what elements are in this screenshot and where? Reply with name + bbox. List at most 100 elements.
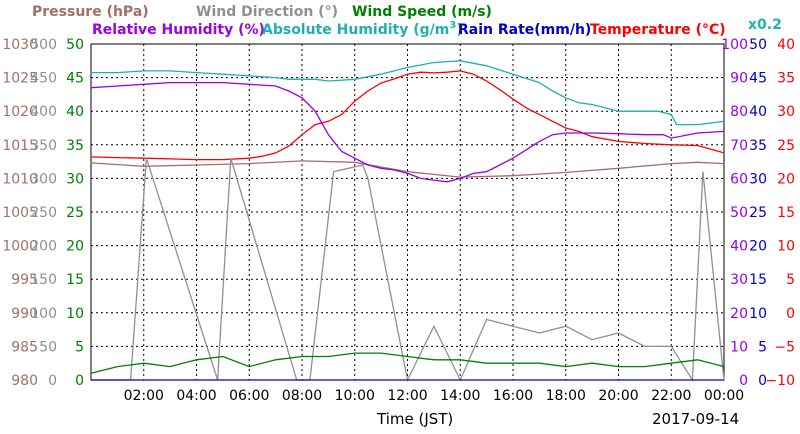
chart-series xyxy=(90,60,725,383)
y-tick-pressure: 985 xyxy=(11,339,38,355)
y-tick-wind_speed: 15 xyxy=(66,272,84,288)
y-tick-temperature: 40 xyxy=(777,37,795,53)
x-tick-label: 02:00 xyxy=(124,388,164,404)
y-tick-wind_direction: 200 xyxy=(30,239,57,255)
y-tick-wind_direction: 100 xyxy=(30,306,57,322)
x-tick-label: 22:00 xyxy=(651,388,691,404)
y-tick-pressure: 1000 xyxy=(2,239,38,255)
series-humidity xyxy=(90,81,725,183)
y-tick-wind_direction: 0 xyxy=(48,373,57,389)
y-tick-pressure: 1015 xyxy=(2,138,38,154)
y-tick-rain_rate: 25 xyxy=(749,205,767,221)
y-tick-wind_direction: 250 xyxy=(30,205,57,221)
y-tick-rain_rate: 45 xyxy=(749,71,767,87)
y-tick-humidity: 70 xyxy=(730,138,748,154)
y-tick-rain_rate: 15 xyxy=(749,272,767,288)
y-tick-humidity: 100 xyxy=(721,37,748,53)
x-tick-label: 00:00 xyxy=(704,388,744,404)
y-tick-rain_rate: 35 xyxy=(749,138,767,154)
y-tick-wind_speed: 20 xyxy=(66,239,84,255)
y-tick-pressure: 980 xyxy=(11,373,38,389)
x-tick-label: 06:00 xyxy=(229,388,269,404)
y-tick-pressure: 990 xyxy=(11,306,38,322)
y-tick-humidity: 30 xyxy=(730,272,748,288)
legend-pressure: Pressure (hPa) xyxy=(32,4,149,20)
y-tick-wind_speed: 10 xyxy=(66,306,84,322)
y-tick-wind_direction: 400 xyxy=(30,104,57,120)
y-tick-humidity: 80 xyxy=(730,104,748,120)
date-label: 2017-09-14 xyxy=(652,410,739,428)
x-tick-label: 18:00 xyxy=(546,388,586,404)
legend-absolute-humidity: Absolute Humidity (g/m3) xyxy=(262,20,463,38)
legend-scale-note: x0.2 xyxy=(748,17,782,33)
series-humidity xyxy=(91,60,725,126)
y-tick-humidity: 60 xyxy=(730,171,748,187)
y-tick-rain_rate: 50 xyxy=(749,37,767,53)
y-tick-rain_rate: 0 xyxy=(758,373,767,389)
y-tick-wind_direction: 350 xyxy=(30,138,57,154)
y-tick-pressure: 1020 xyxy=(2,104,38,120)
y-tick-pressure: 1010 xyxy=(2,171,38,187)
y-tick-humidity: 40 xyxy=(730,239,748,255)
plot-grid xyxy=(91,44,724,380)
y-tick-rain_rate: 40 xyxy=(749,104,767,120)
y-tick-temperature: 10 xyxy=(777,239,795,255)
y-tick-temperature: 35 xyxy=(777,71,795,87)
legend-absolute-humidity-sup: 3 xyxy=(449,20,456,31)
y-tick-wind_speed: 5 xyxy=(75,339,84,355)
x-tick-label: 04:00 xyxy=(176,388,216,404)
legend-absolute-humidity-label: Absolute Humidity (g/m xyxy=(262,22,449,38)
legend-rain-rate: Rain Rate(mm/h) xyxy=(458,22,591,38)
x-tick-label: 16:00 xyxy=(493,388,533,404)
y-tick-humidity: 0 xyxy=(739,373,748,389)
x-tick-label: 10:00 xyxy=(335,388,375,404)
series-pressure xyxy=(90,160,725,178)
series-temperature xyxy=(90,70,725,161)
y-tick-rain_rate: 5 xyxy=(758,339,767,355)
y-tick-wind_speed: 0 xyxy=(75,373,84,389)
y-tick-wind_direction: 300 xyxy=(30,171,57,187)
y-tick-temperature: 15 xyxy=(777,205,795,221)
y-tick-wind_speed: 35 xyxy=(66,138,84,154)
series-wind_speed xyxy=(90,352,725,374)
x-tick-label: 12:00 xyxy=(387,388,427,404)
x-tick-label: 08:00 xyxy=(282,388,322,404)
y-tick-pressure: 1005 xyxy=(2,205,38,221)
y-tick-rain_rate: 20 xyxy=(749,239,767,255)
y-tick-temperature: 5 xyxy=(786,272,795,288)
y-tick-humidity: 20 xyxy=(730,306,748,322)
y-tick-humidity: 50 xyxy=(730,205,748,221)
y-tick-wind_speed: 50 xyxy=(66,37,84,53)
y-tick-wind_direction: 50 xyxy=(39,339,57,355)
y-tick-temperature: 20 xyxy=(777,171,795,187)
y-tick-wind_speed: 45 xyxy=(66,71,84,87)
y-tick-wind_speed: 40 xyxy=(66,104,84,120)
y-tick-humidity: 90 xyxy=(730,71,748,87)
y-tick-wind_direction: 450 xyxy=(30,71,57,87)
x-tick-label: 14:00 xyxy=(440,388,480,404)
legend-wind-direction: Wind Direction (°) xyxy=(196,4,338,20)
y-tick-temperature: 30 xyxy=(777,104,795,120)
y-tick-temperature: −10 xyxy=(765,373,795,389)
legend-absolute-humidity-close: ) xyxy=(456,22,462,38)
legend-relative-humidity: Relative Humidity (%) xyxy=(92,22,265,38)
legend-wind-speed: Wind Speed (m/s) xyxy=(352,4,492,20)
y-tick-pressure: 995 xyxy=(11,272,38,288)
y-tick-rain_rate: 30 xyxy=(749,171,767,187)
y-tick-wind_direction: 500 xyxy=(30,37,57,53)
y-tick-rain_rate: 10 xyxy=(749,306,767,322)
y-tick-temperature: −5 xyxy=(774,339,795,355)
y-tick-wind_speed: 25 xyxy=(66,205,84,221)
legend-temperature: Temperature (°C) xyxy=(590,22,726,38)
y-tick-wind_direction: 150 xyxy=(30,272,57,288)
y-axes: 1030102510201015101010051000995990985980… xyxy=(2,37,795,389)
y-tick-temperature: 0 xyxy=(786,306,795,322)
y-tick-pressure: 1030 xyxy=(2,37,38,53)
y-tick-temperature: 25 xyxy=(777,138,795,154)
x-axis: 02:00 04:00 06:00 08:00 10:00 12:00 14:00 16:00… xyxy=(124,388,745,404)
y-tick-pressure: 1025 xyxy=(2,71,38,87)
x-tick-label: 20:00 xyxy=(598,388,638,404)
y-tick-humidity: 10 xyxy=(730,339,748,355)
x-axis-label: Time (JST) xyxy=(376,410,453,428)
